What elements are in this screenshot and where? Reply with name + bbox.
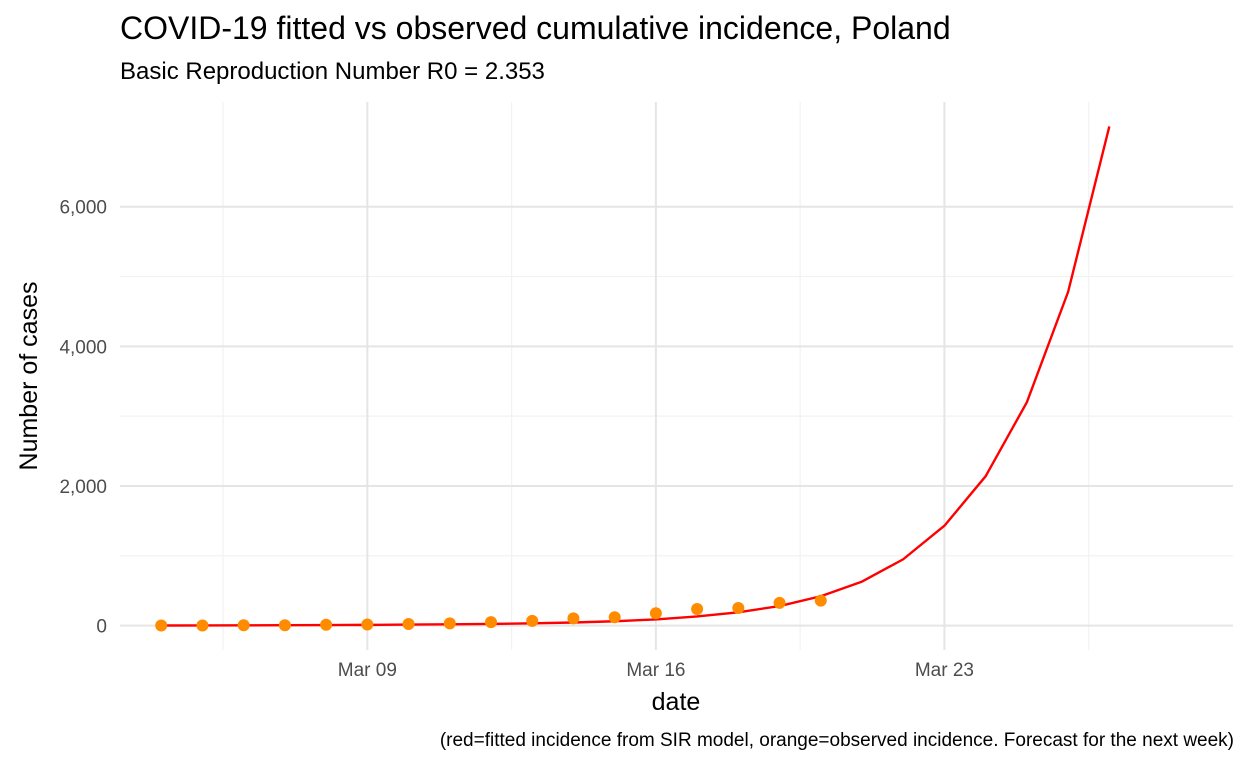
observed-incidence-point [485, 616, 497, 629]
x-tick-label: Mar 16 [626, 660, 685, 681]
observed-incidence-point [773, 596, 786, 609]
grid-minor [120, 102, 1233, 650]
observed-incidence-point [196, 619, 209, 632]
observed-incidence-point [608, 611, 621, 624]
chart-caption: (red=fitted incidence from SIR model, or… [439, 730, 1234, 751]
y-tick-label: 6,000 [59, 198, 107, 219]
observed-incidence-point [649, 607, 662, 620]
x-axis-title: date [652, 688, 701, 716]
y-tick-label: 4,000 [59, 337, 107, 358]
observed-incidence-point [237, 619, 250, 632]
grid-major [120, 102, 1233, 650]
observed-incidence-point [691, 602, 704, 615]
x-axis-ticks: Mar 09 Mar 16 Mar 23 [338, 660, 974, 681]
y-axis-title: Number of cases [15, 282, 43, 471]
x-tick-label: Mar 09 [338, 660, 397, 681]
y-axis-ticks: 0 2,000 4,000 6,000 [59, 198, 107, 638]
observed-incidence-point [402, 618, 415, 631]
observed-incidence-point [814, 594, 827, 607]
chart-subtitle: Basic Reproduction Number R0 = 2.353 [120, 58, 545, 85]
series-layer [155, 126, 1111, 632]
observed-incidence-point [732, 602, 745, 615]
observed-incidence-point [443, 617, 456, 630]
observed-incidence-point [361, 618, 374, 631]
observed-incidence-point [155, 619, 168, 632]
observed-incidence-point [278, 619, 291, 632]
observed-incidence-point [526, 614, 539, 627]
observed-incidence-point [320, 618, 333, 631]
fitted-incidence-line [161, 126, 1111, 627]
chart-title: COVID-19 fitted vs observed cumulative i… [120, 10, 951, 46]
y-tick-label: 0 [96, 617, 107, 638]
y-tick-label: 2,000 [59, 477, 107, 498]
x-tick-label: Mar 23 [915, 660, 974, 681]
observed-incidence-point [567, 612, 580, 625]
